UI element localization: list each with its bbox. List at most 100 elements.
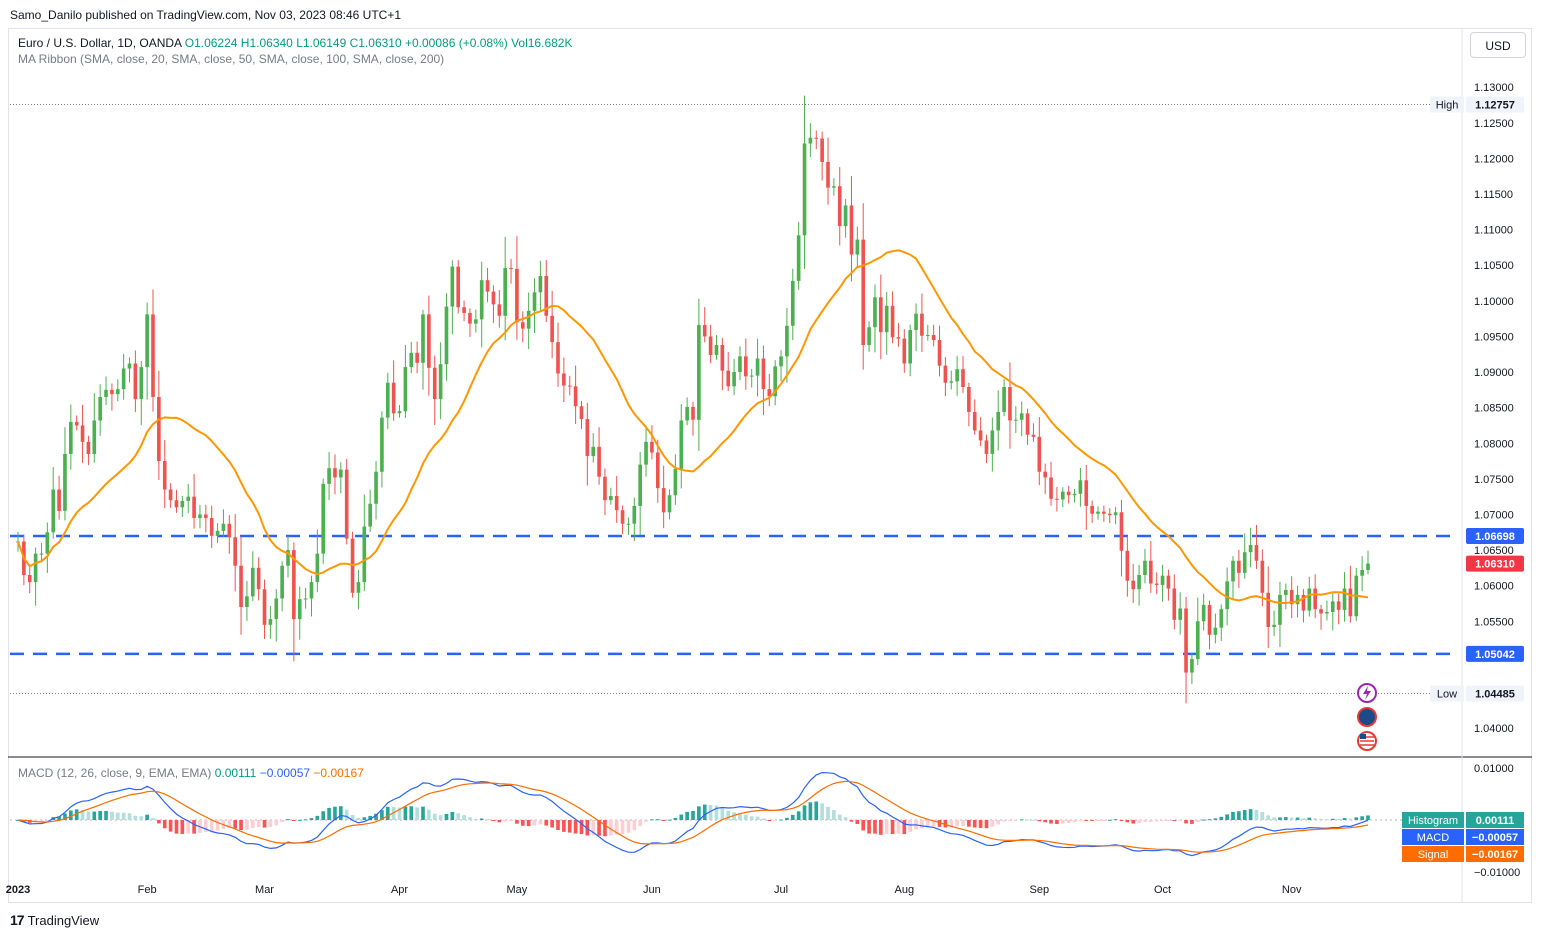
time-tick-label: 2023 (6, 884, 30, 896)
histogram-bar (215, 820, 220, 831)
candle-body (509, 268, 513, 270)
histogram-bar (890, 820, 895, 835)
candle-body (661, 488, 666, 513)
candle-body (69, 421, 73, 454)
histogram-bar (609, 820, 613, 836)
candle-body (961, 369, 965, 388)
histogram-bar (1119, 820, 1124, 821)
histogram-bar (479, 818, 484, 820)
candle-body (714, 344, 719, 355)
histogram-bar (1102, 820, 1106, 821)
signal-tag: Signal −0.00167 (1402, 846, 1524, 862)
histogram-bar (515, 820, 519, 824)
histogram-bar (1201, 819, 1206, 821)
histogram-bar (227, 820, 232, 829)
candle-body (286, 550, 290, 566)
footer-brand[interactable]: 17 TradingView (10, 912, 99, 928)
histogram-bar (1207, 819, 1212, 821)
histogram-bar (415, 807, 419, 820)
currency-button[interactable]: USD (1470, 32, 1526, 58)
histogram-bar (204, 820, 208, 832)
histogram-bar (908, 820, 912, 833)
candle-body (1301, 594, 1306, 611)
histogram-bar (63, 813, 67, 820)
histogram-bar (1049, 820, 1053, 824)
histogram-bar (755, 816, 760, 820)
histogram-bar (1166, 820, 1171, 821)
candle-body (655, 452, 660, 489)
price-tick-label: 1.08000 (1474, 438, 1514, 450)
candle-body (1037, 436, 1042, 472)
histogram-bar (104, 810, 108, 820)
candle-body (362, 526, 367, 583)
histogram-bar (1231, 811, 1235, 820)
symbol-legend[interactable]: Euro / U.S. Dollar, 1D, OANDA O1.06224 H… (18, 36, 572, 50)
histogram-bar (984, 820, 989, 829)
candle-body (632, 505, 637, 524)
candle-body (1113, 512, 1118, 516)
price-tick-label: 1.10500 (1474, 260, 1514, 272)
candle-body (691, 406, 695, 420)
candle-body (638, 464, 642, 506)
histogram-bar (1178, 820, 1182, 821)
histogram-bar (121, 812, 126, 820)
tag-label: Low (1437, 689, 1457, 701)
support-tag: 1.05042 (1466, 645, 1524, 662)
candle-body (996, 411, 1001, 431)
histogram-bar (1184, 820, 1188, 824)
candle-body (57, 489, 61, 511)
histogram-bar (796, 811, 801, 820)
histogram-bar (1266, 815, 1271, 820)
histogram-bar (573, 820, 578, 834)
histogram-bar (509, 820, 513, 822)
candle-body (444, 306, 449, 365)
histogram-bar (1195, 820, 1200, 822)
ma-ribbon-legend[interactable]: MA Ribbon (SMA, close, 20, SMA, close, 5… (18, 52, 445, 66)
histogram-bar (1107, 819, 1112, 821)
candle-body (1160, 575, 1165, 585)
candle-body (1014, 419, 1018, 421)
histogram-bar (1125, 820, 1130, 823)
candle-body (145, 314, 149, 368)
histogram-tag: Histogram 0.00111 (1402, 812, 1524, 828)
candle-body (63, 453, 67, 511)
macd-legend[interactable]: MACD (12, 26, close, 9, EMA, EMA) 0.0011… (18, 766, 364, 780)
candle-body (550, 315, 554, 343)
candle-body (380, 417, 384, 472)
time-tick-label: Aug (895, 884, 915, 896)
candle-body (614, 495, 619, 511)
candle-body (1348, 588, 1353, 617)
candle-body (1295, 594, 1300, 605)
candle-body (33, 553, 38, 583)
candle-body (644, 441, 648, 465)
histogram-bar (1031, 819, 1036, 821)
candle-body (990, 430, 995, 454)
candle-body (1084, 480, 1089, 506)
candle-body (110, 389, 114, 395)
price-tick-label: 1.04000 (1474, 723, 1514, 735)
candle-body (650, 441, 654, 453)
candle-body (562, 373, 566, 386)
price-tick-label: 1.11500 (1474, 189, 1513, 201)
candle-body (157, 396, 161, 462)
histogram-bar (468, 817, 472, 820)
candle-body (515, 268, 519, 323)
histogram-bar (1084, 820, 1089, 821)
histogram-bar (961, 820, 965, 827)
histogram-bar (1325, 819, 1329, 821)
histogram-bar (1278, 817, 1282, 820)
histogram-bar (1248, 809, 1253, 820)
histogram-bar (1014, 820, 1018, 821)
candle-body (902, 338, 907, 364)
tag-value: 0.00111 (1476, 815, 1515, 827)
histogram-bar (708, 805, 713, 820)
candle-body (1260, 560, 1265, 593)
histogram-bar (1360, 816, 1364, 820)
candle-body (702, 325, 707, 337)
histogram-bar (162, 820, 167, 829)
candle-body (685, 406, 689, 421)
histogram-bar (714, 805, 719, 820)
histogram-bar (556, 820, 560, 831)
candle-body (92, 420, 97, 454)
